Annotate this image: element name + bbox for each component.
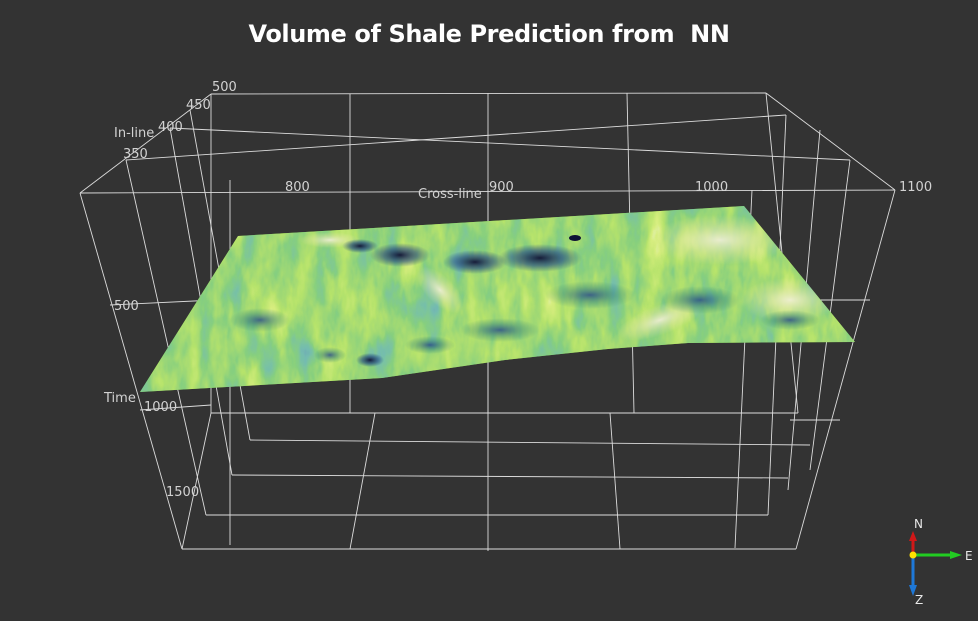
time-tick-label: 500: [114, 299, 139, 314]
crossline-tick-label: 800: [285, 180, 310, 195]
chart-title: Volume of Shale Prediction from NN: [248, 20, 730, 48]
orientation-compass[interactable]: N E Z: [909, 517, 973, 607]
crossline-tick-label: 1000: [695, 180, 728, 195]
time-tick-label: 1000: [144, 400, 177, 415]
time-axis-label: Time: [103, 391, 136, 406]
compass-origin-icon: [909, 551, 917, 559]
inline-tick-label: 500: [212, 80, 237, 95]
crossline-tick-label: 1100: [899, 180, 932, 195]
inline-axis-label: In-line: [114, 126, 154, 141]
shale-volume-surface[interactable]: [130, 200, 870, 400]
compass-north-label: N: [914, 517, 923, 531]
crossline-axis-label: Cross-line: [418, 187, 482, 202]
compass-east-label: E: [965, 549, 973, 563]
inline-tick-label: 350: [123, 147, 148, 162]
east-arrowhead-icon: [950, 551, 962, 559]
time-tick-label: 1500: [166, 485, 199, 500]
axis-labels: In-line 350 400 450 500 Cross-line 800 9…: [103, 80, 932, 500]
inline-tick-label: 450: [186, 98, 211, 113]
north-arrowhead-icon: [909, 531, 917, 541]
crossline-tick-label: 900: [489, 180, 514, 195]
inline-tick-label: 400: [158, 120, 183, 135]
compass-down-label: Z: [915, 593, 923, 607]
down-arrowhead-icon: [909, 585, 917, 596]
